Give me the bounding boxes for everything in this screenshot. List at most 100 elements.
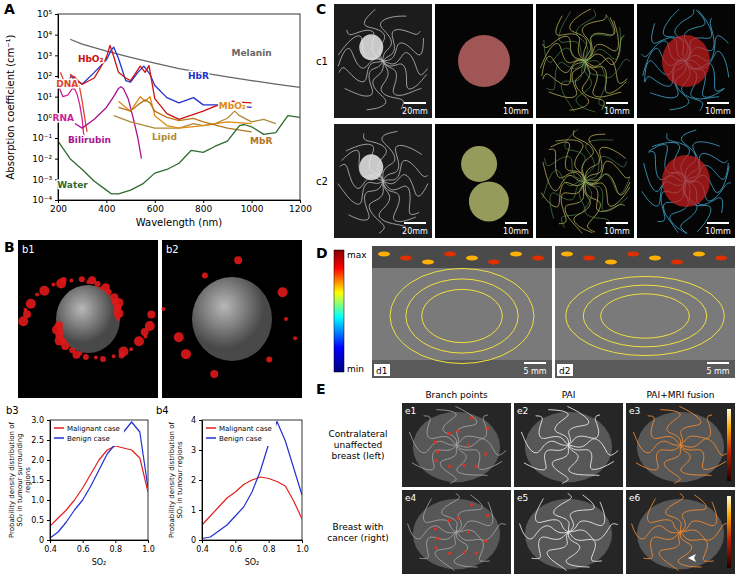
series-label: Bilirubin [68,135,111,145]
image-shape [345,61,383,96]
y-axis-tick: 0 [39,536,50,545]
image-panel [435,124,533,238]
image-shape [339,61,383,82]
row-label: c1 [316,56,328,67]
image-shape [457,415,489,445]
image-shape [583,256,595,261]
x-axis-tick: 1.0 [296,540,309,554]
image-shape [566,276,724,355]
scale-bar-label: 10mm [705,227,731,236]
image-shape [462,550,465,553]
legend-swatch [206,427,216,429]
image-shape [457,445,488,475]
image-shape [488,260,500,265]
tick-mark [55,76,58,77]
image-shape [681,502,717,532]
image-shape [457,532,490,561]
image-shape [456,429,459,432]
image-shape [118,347,128,357]
panel-a: 2004006008001000120010⁻⁴10⁻³10⁻²10⁻¹10⁰1… [5,9,312,228]
series-label: MbO₂ [219,101,246,111]
tick-mark [203,200,204,203]
image-shape [372,360,552,378]
scale-bar [404,102,426,104]
image-shape [381,61,403,109]
image-shape [632,524,681,539]
image-panel [514,490,623,574]
tick-label: 10³ [37,51,52,61]
tick-label: 0.6 [77,545,90,554]
image-shape [576,9,595,61]
image-shape [585,35,624,64]
legend-label: Benign case [67,435,110,443]
y-axis-tick: 10⁻⁴ [32,195,58,205]
series-label: HbO₂ [78,54,104,64]
image-shape [569,495,595,532]
y-axis-tick: 10⁻² [32,154,58,164]
image-shape [349,181,383,220]
tick-label: 0.4 [196,545,209,554]
tick-label: 1 [191,506,196,515]
image-shape [693,252,705,257]
series-line [119,97,252,128]
tick-mark [199,540,202,541]
image-label: e3 [629,406,640,416]
legend-label: Malignant case [219,425,272,433]
image-shape [436,537,439,540]
tick-mark [47,540,50,541]
series-line [70,47,252,107]
image-panel [555,246,735,378]
image-shape [94,281,100,287]
chart-label: b3 [6,405,19,416]
scale-bar-label: 5 mm [706,367,729,376]
y-axis: 01234 [191,416,203,545]
image-shape [601,294,690,338]
image-shape [141,328,149,336]
image-shape [648,416,681,445]
column-head: PAI [562,390,576,400]
image-shape [409,432,456,453]
tick-label: 2.0 [31,456,44,465]
image-shape [383,175,428,196]
y-axis-tick: 3 [191,446,202,455]
image-shape [666,493,684,532]
image-shape [633,432,680,453]
y-axis-title: Absorption coefficient (cm⁻¹) [5,34,16,179]
image-shape [554,493,572,532]
image-shape [566,532,589,567]
image-shape [470,416,473,419]
tick-label: 10⁻³ [32,175,52,185]
image-shape [545,156,585,181]
y-axis-line [202,421,203,541]
tick-mark [47,500,50,501]
image-panel [626,490,735,574]
image-shape [51,282,55,286]
image-shape [544,40,585,63]
tick-mark [148,540,149,543]
image-shape [400,256,412,261]
image-shape [147,311,155,319]
image-label: d2 [559,366,570,376]
image-shape [423,499,456,532]
image-shape [461,146,497,182]
x-axis-tick: 1.0 [142,540,155,554]
chart-label: b4 [156,405,169,416]
tick-mark [155,200,156,203]
image-shape [659,532,680,571]
tick-mark [106,200,107,203]
tick-mark [55,200,58,201]
plot-lines [58,39,300,194]
tick-label: 600 [147,204,164,214]
tick-label: 0 [39,536,44,545]
image-panel [402,403,511,487]
tick-label: 1000 [241,204,264,214]
image-shape [681,532,714,561]
image-shape [454,532,477,567]
text-line: Branch points [425,390,488,400]
image-shape [383,61,421,95]
scale-bar [707,222,729,224]
label-patch [374,364,390,376]
image-panel [18,240,158,398]
y-axis-tick: 10⁻³ [32,175,58,185]
series-line [58,116,300,194]
